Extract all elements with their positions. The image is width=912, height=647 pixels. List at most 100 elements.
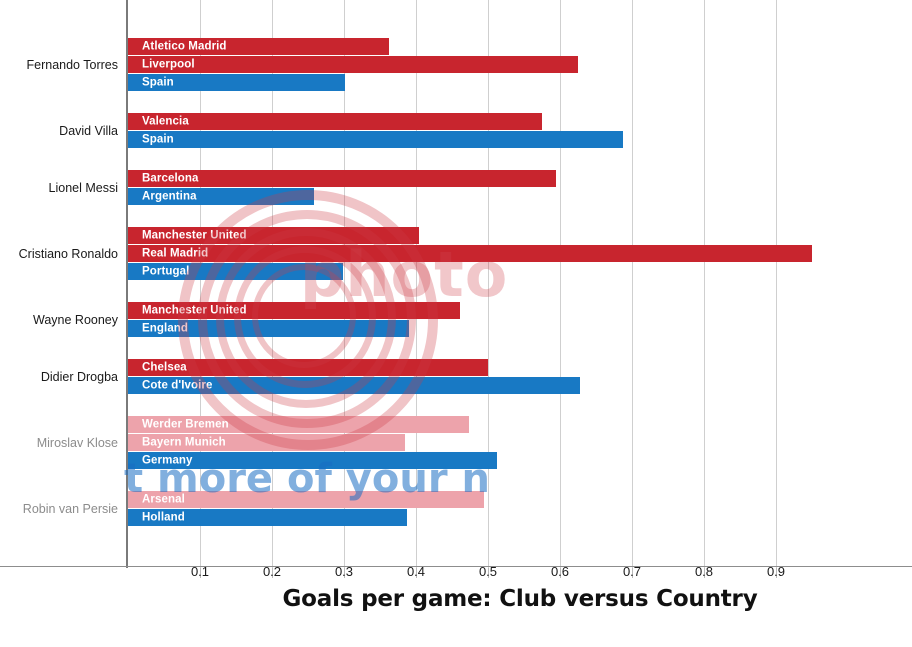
x-tick-label: 0.8 [694, 564, 714, 579]
country-bar[interactable]: Spain [128, 74, 345, 91]
country-bar[interactable]: Germany [128, 452, 497, 469]
gridline-tick-0.4 [416, 568, 417, 578]
bar-value-label: Germany [142, 453, 193, 466]
bar-value-label: Atletico Madrid [142, 39, 227, 52]
gridline-tick-0.1 [200, 568, 201, 578]
x-tick-label: 0.7 [622, 564, 642, 579]
gridline-tick-0.6 [560, 568, 561, 578]
club-bar[interactable]: Barcelona [128, 170, 556, 187]
gridline-0.3 [344, 0, 345, 568]
bar-row[interactable]: Spain [128, 131, 623, 148]
x-tick-label: 0.3 [334, 564, 354, 579]
bar-row[interactable]: Valencia [128, 113, 542, 130]
player-name-label: Wayne Rooney [33, 312, 118, 327]
bar-group: David Villa Valencia Spain [0, 113, 912, 148]
country-bar[interactable]: Argentina [128, 188, 315, 205]
club-bar[interactable]: Manchester United [128, 302, 460, 319]
club-bar[interactable]: Real Madrid [128, 245, 812, 262]
bar-row[interactable]: Atletico Madrid [128, 38, 389, 55]
bar-value-label: Holland [142, 510, 185, 523]
player-name-label: Robin van Persie [22, 501, 118, 516]
gridline-0.4 [416, 0, 417, 568]
bar-row[interactable]: Spain [128, 74, 345, 91]
bar-row[interactable]: England [128, 320, 409, 337]
bar-row[interactable]: Barcelona [128, 170, 556, 187]
x-tick-label: 0.6 [550, 564, 570, 579]
x-axis-line [0, 566, 912, 567]
bar-row[interactable]: Cote d'Ivoire [128, 377, 581, 394]
x-tick-label: 0.1 [190, 564, 210, 579]
gridline-tick-0.9 [776, 568, 777, 578]
bar-value-label: Barcelona [142, 171, 199, 184]
gridline-0.9 [776, 0, 777, 568]
gridline-0.6 [560, 0, 561, 568]
gridline-tick-0.7 [632, 568, 633, 578]
bar-value-label: England [142, 321, 189, 334]
gridline-tick-0.5 [488, 568, 489, 578]
bar-group: Miroslav Klose Werder Bremen Bayern Munich… [0, 416, 912, 469]
gridline-0.7 [632, 0, 633, 568]
country-bar[interactable]: England [128, 320, 409, 337]
bar-row[interactable]: Liverpool [128, 56, 578, 73]
bar-row[interactable]: Manchester United [128, 302, 460, 319]
bar-group: Cristiano Ronaldo Manchester United Real M… [0, 227, 912, 280]
gridline-0.5 [488, 0, 489, 568]
bar-row[interactable]: Arsenal [128, 491, 484, 508]
bar-row[interactable]: Portugal [128, 263, 343, 280]
x-tick-label: 0.5 [478, 564, 498, 579]
bar-value-label: Real Madrid [142, 246, 209, 259]
bar-group: Wayne Rooney Manchester United England [0, 302, 912, 337]
gridline-0.1 [200, 0, 201, 568]
club-bar[interactable]: Bayern Munich [128, 434, 406, 451]
bar-value-label: Arsenal [142, 492, 185, 505]
bar-row[interactable]: Argentina [128, 188, 315, 205]
club-bar[interactable]: Valencia [128, 113, 542, 130]
bar-row[interactable]: Werder Bremen [128, 416, 470, 433]
player-name-label: David Villa [59, 123, 118, 138]
bar-value-label: Spain [142, 75, 174, 88]
player-name-label: Lionel Messi [48, 180, 118, 195]
bar-value-label: Cote d'Ivoire [142, 378, 213, 391]
club-bar[interactable]: Liverpool [128, 56, 578, 73]
country-bar[interactable]: Portugal [128, 263, 343, 280]
plot-area [128, 0, 912, 578]
bar-row[interactable]: Germany [128, 452, 497, 469]
player-name-label: Miroslav Klose [36, 435, 118, 450]
bar-group: Didier Drogba Chelsea Cote d'Ivoire [0, 359, 912, 394]
club-bar[interactable]: Manchester United [128, 227, 419, 244]
y-axis-line [126, 0, 128, 568]
bar-value-label: Portugal [142, 264, 190, 277]
bar-row[interactable]: Manchester United [128, 227, 419, 244]
bar-value-label: Liverpool [142, 57, 195, 70]
club-bar[interactable]: Chelsea [128, 359, 488, 376]
country-bar[interactable]: Cote d'Ivoire [128, 377, 581, 394]
country-bar[interactable]: Holland [128, 509, 407, 526]
bar-value-label: Manchester United [142, 228, 247, 241]
club-bar[interactable]: Arsenal [128, 491, 484, 508]
gridline-tick-0.2 [272, 568, 273, 578]
club-bar[interactable]: Atletico Madrid [128, 38, 389, 55]
x-tick-label: 0.2 [262, 564, 282, 579]
bar-group: Lionel Messi Barcelona Argentina [0, 170, 912, 205]
bar-row[interactable]: Chelsea [128, 359, 488, 376]
gridline-tick-0.3 [344, 568, 345, 578]
gridline-0.2 [272, 0, 273, 568]
bar-value-label: Bayern Munich [142, 435, 226, 448]
bar-value-label: Argentina [142, 189, 197, 202]
bar-row[interactable]: Real Madrid [128, 245, 812, 262]
bar-row[interactable]: Holland [128, 509, 407, 526]
bar-value-label: Chelsea [142, 360, 187, 373]
player-name-label: Fernando Torres [26, 57, 119, 72]
bar-group: Fernando Torres Atletico Madrid Liverpool S… [0, 38, 912, 91]
player-name-label: Cristiano Ronaldo [18, 246, 118, 261]
club-bar[interactable]: Werder Bremen [128, 416, 470, 433]
bar-value-label: Werder Bremen [142, 417, 229, 430]
bar-value-label: Manchester United [142, 303, 247, 316]
bar-group: Robin van Persie Arsenal Holland [0, 491, 912, 526]
chart-title: Goals per game: Club versus Country [282, 586, 758, 612]
bar-row[interactable]: Bayern Munich [128, 434, 406, 451]
bar-value-label: Valencia [142, 114, 189, 127]
x-tick-label: 0.9 [766, 564, 786, 579]
country-bar[interactable]: Spain [128, 131, 623, 148]
